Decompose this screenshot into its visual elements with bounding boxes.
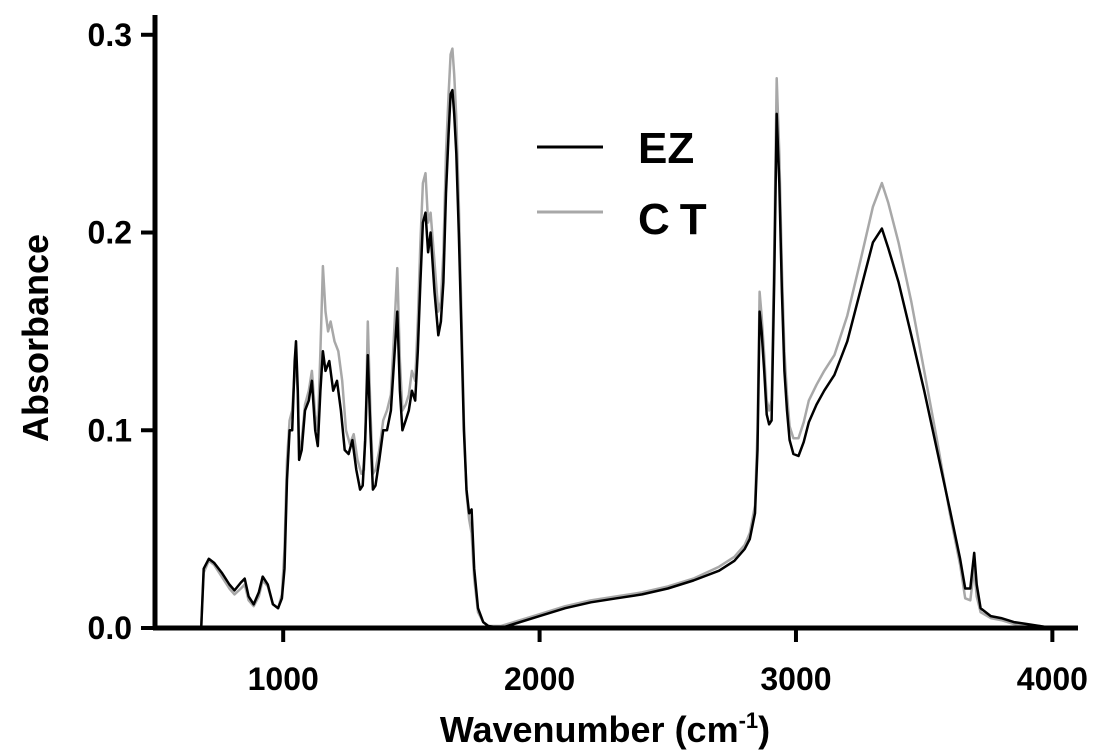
- y-axis-title: Absorbance: [15, 234, 56, 442]
- x-tick-label: 4000: [1017, 661, 1088, 697]
- legend-label-ez: EZ: [638, 124, 694, 173]
- x-tick-label: 1000: [248, 661, 319, 697]
- x-tick-label: 2000: [504, 661, 575, 697]
- x-axis-title-superscript: -1: [739, 708, 759, 733]
- y-tick-label: 0.0: [88, 610, 132, 646]
- legend: EZ CT: [537, 124, 717, 244]
- x-tick-label: 3000: [760, 661, 831, 697]
- x-axis-title: Wavenumber (cm-1): [440, 708, 770, 750]
- x-axis-title-main: Wavenumber (cm: [440, 709, 739, 750]
- series-line-ct: [199, 47, 1053, 630]
- ticks-layer: 0.0 0.1 0.2 0.3 1000 2000 3000 4000: [88, 17, 1088, 697]
- y-tick-label: 0.1: [88, 412, 132, 448]
- y-tick-label: 0.2: [88, 215, 132, 251]
- x-axis-title-suffix: ): [758, 709, 770, 750]
- series-layer: [199, 47, 1053, 630]
- series-line-ez: [199, 88, 1053, 630]
- y-tick-label: 0.3: [88, 17, 132, 53]
- legend-label-ct: CT: [638, 195, 717, 244]
